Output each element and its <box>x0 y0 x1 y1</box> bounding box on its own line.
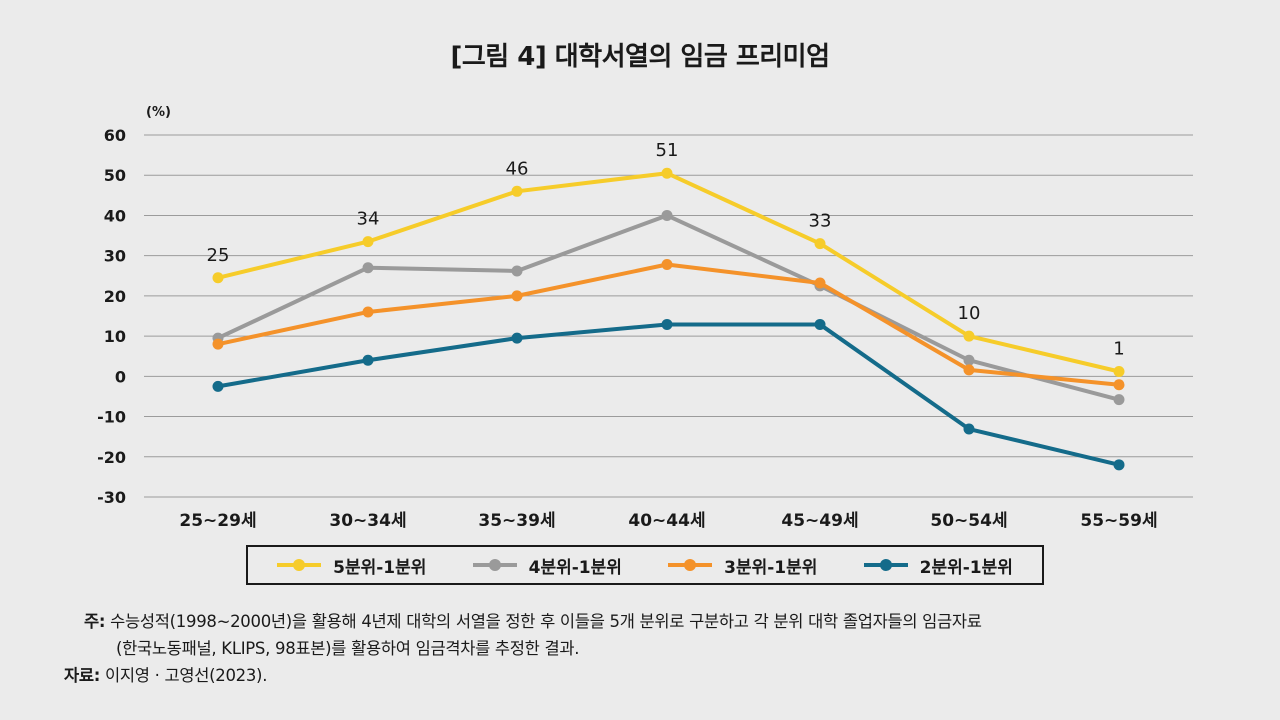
data-point <box>362 236 374 248</box>
data-point <box>1113 394 1125 406</box>
data-point <box>362 306 374 318</box>
data-point <box>963 364 975 376</box>
data-point <box>511 185 523 197</box>
y-tick-label: 40 <box>104 206 126 225</box>
data-point <box>661 167 673 179</box>
y-tick-label: -30 <box>97 488 126 507</box>
legend-label: 3분위-1분위 <box>724 557 818 578</box>
data-point <box>661 259 673 271</box>
legend-item: 2분위-1분위 <box>863 553 1013 578</box>
x-tick-label: 40~44세 <box>628 511 705 531</box>
x-tick-label: 45~49세 <box>781 511 858 531</box>
series-line <box>217 322 1120 467</box>
note-text-line1: 수능성적(1998~2000년)을 활용해 4년제 대학의 서열을 정한 후 이… <box>110 612 982 631</box>
note-text-line2: (한국노동패널, KLIPS, 98표본)를 활용하여 임금격차를 추정한 결과… <box>116 639 580 658</box>
data-point <box>212 380 224 392</box>
data-label: 51 <box>656 140 679 161</box>
y-tick-label: 10 <box>104 327 126 346</box>
x-tick-label: 35~39세 <box>478 511 555 531</box>
data-point <box>814 238 826 250</box>
x-tick-label: 30~34세 <box>329 511 406 531</box>
chart-legend: 5분위-1분위 4분위-1분위 3분위-1분위 2분위-1분위 <box>246 545 1044 585</box>
data-point <box>814 318 826 330</box>
y-tick-label: -10 <box>97 408 126 427</box>
line-chart: (%) 60 50 40 30 20 10 0 -10 -20 -30 25~29세 30~34세 3… <box>97 105 1193 531</box>
footnotes: 주: 수능성적(1998~2000년)을 활용해 4년제 대학의 서열을 정한 … <box>64 608 1224 689</box>
data-point <box>1113 379 1125 391</box>
y-tick-label: 60 <box>104 126 126 145</box>
chart-title: [그림 4] 대학서열의 임금 프리미엄 <box>450 42 830 72</box>
data-label: 46 <box>506 158 529 179</box>
x-tick-label: 50~54세 <box>930 511 1007 531</box>
y-tick-label: 50 <box>104 166 126 185</box>
legend-label: 4분위-1분위 <box>528 557 622 578</box>
y-tick-label: 30 <box>104 247 126 266</box>
x-tick-label: 55~59세 <box>1080 511 1157 531</box>
data-point <box>963 423 975 435</box>
data-point <box>511 332 523 344</box>
data-point <box>362 354 374 366</box>
legend-swatch <box>472 559 517 571</box>
legend-swatch <box>277 559 322 571</box>
y-tick-label: 0 <box>115 367 126 386</box>
source-label: 자료: <box>64 666 101 685</box>
legend-item: 4분위-1분위 <box>472 553 622 578</box>
data-point <box>661 318 673 330</box>
series-line <box>217 171 1120 374</box>
data-point <box>661 209 673 221</box>
data-point <box>1113 459 1125 471</box>
legend-item: 5분위-1분위 <box>277 553 426 578</box>
y-tick-label: 20 <box>104 287 126 306</box>
data-point <box>963 330 975 342</box>
y-unit-label: (%) <box>146 105 171 120</box>
legend-label: 2분위-1분위 <box>919 557 1013 578</box>
legend-swatch <box>863 559 908 571</box>
data-point <box>814 277 826 289</box>
data-label: 25 <box>207 245 230 266</box>
data-point <box>963 354 975 366</box>
data-label: 10 <box>958 303 981 324</box>
legend-item: 3분위-1분위 <box>668 553 817 578</box>
data-point <box>212 272 224 284</box>
data-label: 1 <box>1113 339 1124 360</box>
y-tick-label: -20 <box>97 448 126 467</box>
data-point <box>1113 366 1125 378</box>
note-label: 주: <box>84 612 106 631</box>
data-point <box>362 262 374 274</box>
source-text: 이지영 · 고영선(2023). <box>105 666 268 685</box>
data-point <box>511 265 523 277</box>
data-point <box>511 290 523 302</box>
x-tick-label: 25~29세 <box>179 511 256 531</box>
data-label: 33 <box>809 211 832 232</box>
legend-swatch <box>668 559 713 571</box>
data-point <box>212 338 224 350</box>
legend-label: 5분위-1분위 <box>333 557 427 578</box>
data-label: 34 <box>357 209 380 230</box>
